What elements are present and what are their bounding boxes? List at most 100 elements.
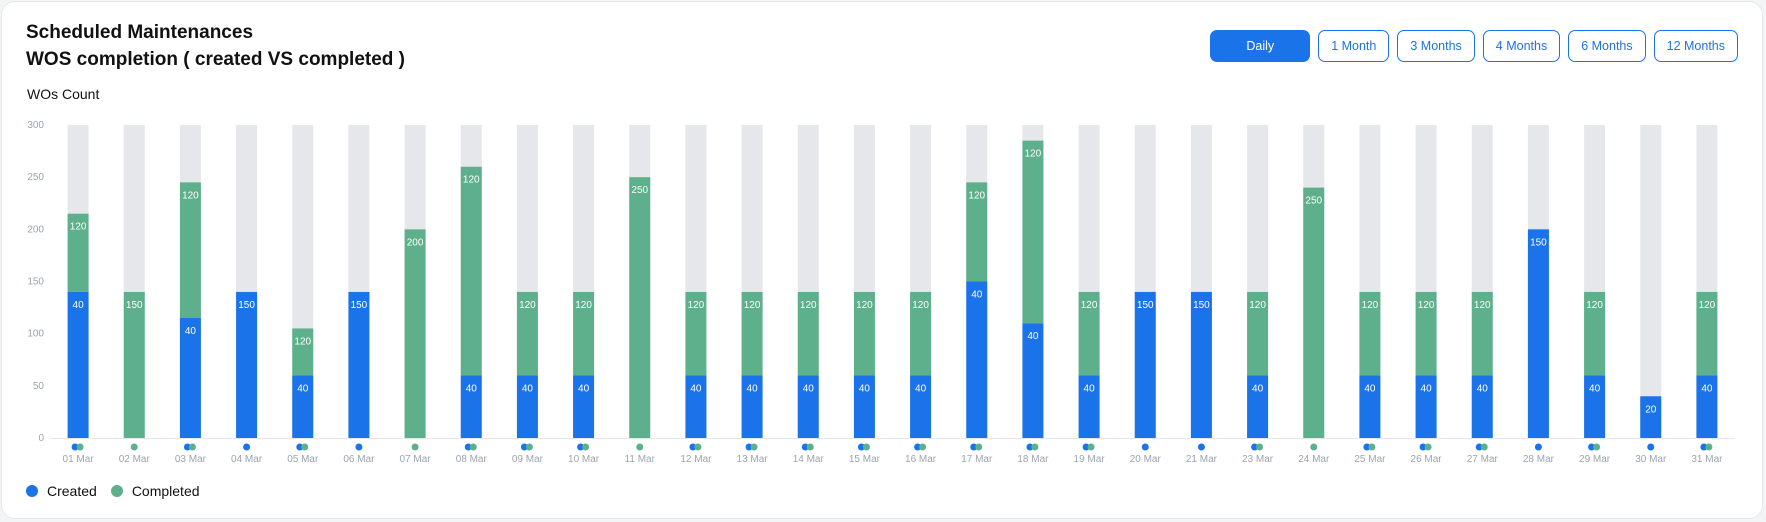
- bar-created-label: 150: [351, 300, 368, 311]
- created-indicator-dot: [1141, 443, 1149, 451]
- bar-created-label: 40: [747, 383, 759, 394]
- bar-completed-label: 120: [70, 222, 87, 233]
- bar-completed: [966, 182, 988, 282]
- created-indicator-dot: [577, 443, 585, 451]
- bar-completed-label: 250: [631, 185, 648, 196]
- bar-track: [1640, 125, 1662, 438]
- bar-completed-label: 120: [688, 300, 705, 311]
- completed-indicator-dot: [975, 443, 983, 451]
- bar-completed: [1696, 291, 1718, 376]
- chart-legend: Created Completed: [26, 483, 200, 499]
- x-tick-label: 03 Mar: [175, 454, 207, 465]
- created-indicator-dot: [745, 443, 753, 451]
- range-1-month-button[interactable]: 1 Month: [1318, 30, 1390, 62]
- bar-completed-label: 120: [182, 190, 199, 201]
- bar-completed: [910, 291, 932, 376]
- created-indicator-dot: [1197, 443, 1205, 451]
- bar-created: [292, 375, 314, 438]
- x-tick-label: 06 Mar: [343, 454, 375, 465]
- created-indicator-dot: [355, 443, 363, 451]
- bar-created-label: 40: [1252, 383, 1264, 394]
- y-tick-label: 50: [33, 381, 45, 392]
- bar-completed-label: 120: [463, 175, 480, 186]
- completed-indicator-dot: [469, 443, 477, 451]
- bar-completed: [1022, 140, 1044, 324]
- created-indicator-dot: [1475, 443, 1483, 451]
- bar-created-label: 20: [1645, 404, 1657, 415]
- bar-created: [460, 375, 482, 438]
- completed-indicator-dot: [1593, 443, 1601, 451]
- bar-completed: [1471, 291, 1493, 376]
- bar-created: [1190, 291, 1212, 438]
- range-4-months-button[interactable]: 4 Months: [1482, 30, 1561, 62]
- bar-created-label: 40: [915, 383, 927, 394]
- bar-completed-label: 150: [126, 300, 143, 311]
- bar-created-label: 40: [1364, 383, 1376, 394]
- bar-completed-label: 120: [1081, 300, 1098, 311]
- range-6-months-button[interactable]: 6 Months: [1568, 30, 1646, 62]
- page-title: Scheduled Maintenances: [26, 22, 254, 43]
- bar-created: [741, 375, 763, 438]
- x-tick-label: 08 Mar: [456, 454, 488, 465]
- x-tick-label: 28 Mar: [1523, 454, 1555, 465]
- bar-completed-label: 120: [968, 190, 985, 201]
- x-tick-label: 27 Mar: [1467, 454, 1499, 465]
- bar-created: [1247, 375, 1269, 438]
- x-tick-label: 02 Mar: [119, 454, 151, 465]
- bar-created: [797, 375, 819, 438]
- created-indicator-dot: [857, 443, 865, 451]
- bar-completed-label: 120: [294, 336, 311, 347]
- created-indicator-dot: [296, 443, 304, 451]
- bar-completed-label: 250: [1305, 196, 1322, 207]
- created-indicator-dot: [1082, 443, 1090, 451]
- legend-created-dot: [26, 485, 38, 497]
- bar-created-label: 40: [185, 326, 197, 337]
- range-daily-button[interactable]: Daily: [1210, 30, 1311, 62]
- legend-created-label: Created: [47, 483, 97, 499]
- bar-created: [1527, 229, 1549, 438]
- bar-created-label: 150: [1193, 300, 1210, 311]
- bar-completed-label: 120: [1418, 300, 1435, 311]
- bar-created: [573, 375, 595, 438]
- bar-created-label: 40: [1477, 383, 1489, 394]
- bar-created: [1415, 375, 1437, 438]
- completed-indicator-dot: [411, 443, 419, 451]
- completed-indicator-dot: [1424, 443, 1432, 451]
- bar-created: [853, 375, 875, 438]
- created-indicator-dot: [1647, 443, 1655, 451]
- created-indicator-dot: [464, 443, 472, 451]
- completed-indicator-dot: [862, 443, 870, 451]
- bar-created-label: 40: [971, 290, 983, 301]
- bar-completed: [1303, 187, 1325, 438]
- x-tick-label: 01 Mar: [63, 454, 95, 465]
- bar-created-label: 40: [859, 383, 871, 394]
- bar-created: [1584, 375, 1606, 438]
- bar-completed: [1078, 291, 1100, 376]
- legend-item-completed[interactable]: Completed: [110, 483, 200, 499]
- bar-completed-label: 120: [1249, 300, 1266, 311]
- bar-created: [685, 375, 707, 438]
- range-12-months-button[interactable]: 12 Months: [1653, 30, 1738, 62]
- bar-completed-label: 120: [744, 300, 761, 311]
- created-indicator-dot: [1700, 443, 1708, 451]
- bar-created-label: 150: [238, 300, 255, 311]
- bar-completed: [1247, 291, 1269, 376]
- created-indicator-dot: [1251, 443, 1259, 451]
- bar-completed-label: 120: [575, 300, 592, 311]
- x-tick-label: 13 Mar: [737, 454, 769, 465]
- time-range-selector: Daily 1 Month 3 Months 4 Months 6 Months…: [1210, 30, 1738, 62]
- x-tick-label: 18 Mar: [1017, 454, 1049, 465]
- bar-created-label: 40: [1589, 383, 1601, 394]
- legend-item-created[interactable]: Created: [26, 483, 97, 499]
- created-indicator-dot: [1588, 443, 1596, 451]
- bar-completed: [685, 291, 707, 376]
- created-indicator-dot: [689, 443, 697, 451]
- created-indicator-dot: [1363, 443, 1371, 451]
- bar-completed-label: 120: [1474, 300, 1491, 311]
- bar-completed: [292, 328, 314, 376]
- completed-indicator-dot: [1031, 443, 1039, 451]
- range-3-months-button[interactable]: 3 Months: [1397, 30, 1475, 62]
- created-indicator-dot: [801, 443, 809, 451]
- bar-completed-label: 120: [519, 300, 536, 311]
- bar-completed: [404, 229, 426, 438]
